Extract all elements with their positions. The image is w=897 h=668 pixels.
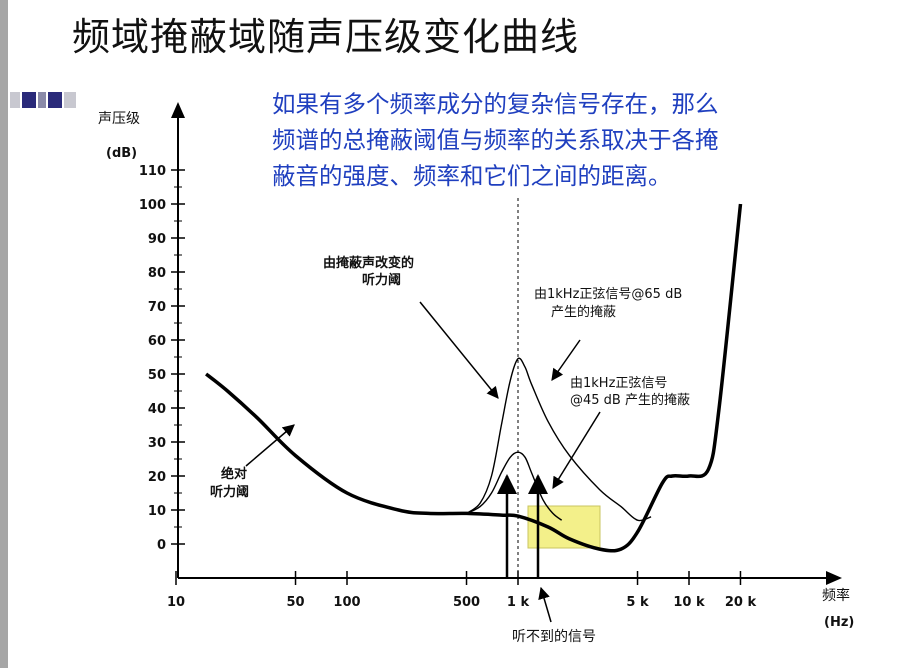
- annotation-masking-45: @45 dB 产生的掩蔽: [570, 392, 690, 408]
- x-axis-label: 频率: [822, 587, 850, 604]
- pointer-absolute-threshold: [245, 424, 295, 467]
- y-tick-label: 60: [148, 334, 166, 349]
- y-tick-label: 50: [148, 368, 166, 383]
- y-tick-label: 0: [157, 538, 166, 553]
- y-tick-label: 90: [148, 232, 166, 247]
- pointer-masked-threshold: [419, 301, 499, 399]
- y-tick-label: 30: [148, 436, 166, 451]
- slide-decoration: [10, 92, 76, 108]
- y-tick-label: 110: [139, 164, 166, 179]
- y-tick-label: 100: [139, 198, 166, 213]
- masking-65db-curve: [466, 357, 652, 522]
- x-tick-label: 50: [286, 595, 304, 610]
- y-tick-label: 10: [148, 504, 166, 519]
- slide-description: 如果有多个频率成分的复杂信号存在，那么 频谱的总掩蔽阈值与频率的关系取决于各掩 …: [272, 86, 872, 194]
- slide-left-bar: [0, 0, 8, 668]
- x-axis-arrow: [826, 571, 842, 585]
- description-line: 蔽音的强度、频率和它们之间的距离。: [272, 162, 672, 190]
- description-line: 如果有多个频率成分的复杂信号存在，那么: [272, 90, 719, 118]
- annotation-masked-threshold: 听力阈: [362, 272, 401, 288]
- x-tick-label: 500: [453, 595, 480, 610]
- annotation-masked-threshold: 由掩蔽声改变的: [323, 255, 414, 271]
- inaudible-region-highlight: [527, 505, 601, 549]
- annotation-masking-65: 产生的掩蔽: [551, 304, 616, 320]
- description-line: 频谱的总掩蔽阈值与频率的关系取决于各掩: [272, 126, 719, 154]
- pointer-masking-45: [552, 411, 601, 490]
- x-tick-label: 20 k: [725, 595, 757, 610]
- annotation-masking-65: 由1kHz正弦信号@65 dB: [534, 286, 682, 302]
- masking-45db-curve: [466, 451, 563, 521]
- annotation-inaudible: 听不到的信号: [512, 629, 596, 645]
- y-tick-label: 40: [148, 402, 166, 417]
- y-tick-label: 80: [148, 266, 166, 281]
- x-tick-label: 10 k: [673, 595, 705, 610]
- y-axis-unit: (dB): [106, 146, 137, 161]
- x-axis-unit: (Hz): [824, 615, 854, 630]
- y-axis-arrow: [171, 102, 185, 118]
- annotation-masking-45: 由1kHz正弦信号: [570, 375, 667, 391]
- y-tick-label: 20: [148, 470, 166, 485]
- annotation-absolute-threshold: 绝对: [221, 466, 247, 482]
- x-tick-label: 10: [167, 595, 185, 610]
- absolute-threshold-curve: [205, 203, 743, 553]
- pointer-inaudible: [538, 586, 552, 623]
- y-axis-label: 声压级: [98, 111, 140, 127]
- y-tick-label: 70: [148, 300, 166, 315]
- slide-title: 频域掩蔽域随声压级变化曲线: [72, 15, 580, 59]
- annotation-absolute-threshold: 听力阈: [210, 484, 249, 500]
- x-tick-label: 100: [333, 595, 360, 610]
- x-tick-label: 1 k: [507, 595, 530, 610]
- pointer-masking-65: [551, 339, 581, 381]
- x-tick-label: 5 k: [626, 595, 649, 610]
